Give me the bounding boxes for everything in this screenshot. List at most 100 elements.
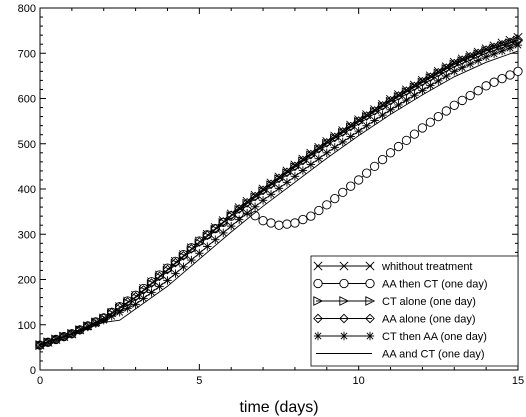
data-point [346, 122, 356, 133]
data-point [394, 100, 403, 110]
data-point [258, 186, 269, 197]
x-tick-label: 10 [353, 375, 365, 387]
data-point [115, 308, 124, 317]
data-point [393, 91, 404, 102]
legend-marker [339, 278, 349, 289]
data-point [146, 278, 157, 288]
y-axis: 0 100 200 300 400 500 600 700 800 [18, 3, 518, 377]
data-point [473, 86, 483, 96]
data-point [234, 204, 245, 214]
x-axis-label: time (days) [239, 399, 318, 416]
data-point [450, 67, 459, 76]
data-point [258, 185, 268, 196]
data-point [163, 276, 172, 285]
data-point [107, 312, 116, 321]
data-point [385, 95, 396, 106]
data-point [290, 218, 300, 228]
data-point [179, 262, 188, 272]
y-tick-label: 600 [18, 94, 36, 106]
data-point [250, 192, 261, 203]
data-point [306, 150, 317, 161]
data-point [337, 127, 348, 137]
data-point [298, 214, 308, 225]
data-point [266, 180, 277, 191]
x-axis: 0 5 10 15 [37, 8, 524, 387]
x-tick-label: 15 [512, 375, 524, 387]
legend-label: CT then AA (one day) [382, 331, 487, 343]
data-point [298, 166, 308, 175]
y-tick-label: 300 [18, 229, 36, 241]
data-point [338, 127, 348, 138]
data-point [401, 86, 412, 97]
data-point [178, 251, 189, 262]
data-point [441, 106, 451, 116]
series-5 [39, 50, 519, 346]
data-point [417, 76, 428, 87]
data-point [377, 154, 388, 165]
data-point [282, 167, 292, 178]
data-point [401, 87, 412, 98]
data-point [258, 196, 268, 205]
data-point [330, 133, 340, 144]
data-point [123, 304, 132, 313]
data-point [361, 168, 372, 178]
data-point [441, 64, 452, 75]
legend-marker [365, 296, 376, 306]
data-point [282, 168, 293, 179]
data-point [378, 110, 387, 120]
data-point [354, 175, 364, 185]
data-point [203, 242, 212, 251]
data-point [266, 179, 276, 190]
data-point [338, 137, 347, 147]
data-point [266, 218, 276, 228]
data-point [402, 95, 411, 105]
data-point [369, 106, 380, 116]
y-tick-label: 100 [18, 320, 36, 332]
data-point [314, 144, 325, 155]
data-point [449, 59, 460, 70]
legend-label: AA alone (one day) [382, 314, 476, 326]
legend-marker [365, 331, 375, 341]
data-point [290, 172, 300, 181]
data-point [434, 76, 443, 86]
data-point [202, 231, 213, 242]
series-3 [35, 34, 523, 350]
legend-marker [365, 278, 375, 289]
data-point [226, 210, 237, 221]
data-point [210, 224, 221, 235]
data-point [346, 181, 356, 191]
data-point [250, 191, 260, 202]
data-point [234, 204, 245, 215]
data-point [258, 216, 268, 226]
legend-label: AA and CT (one day) [382, 349, 485, 361]
data-point [274, 184, 284, 193]
data-point [171, 269, 180, 278]
legend-label: AA then CT (one day) [382, 279, 488, 291]
data-point [187, 255, 196, 265]
data-point [138, 285, 149, 296]
legend-marker [313, 296, 324, 306]
data-point [393, 141, 404, 152]
data-point [505, 70, 515, 80]
data-point [362, 121, 371, 130]
series-4 [35, 40, 523, 350]
data-point [442, 71, 451, 81]
data-point [338, 187, 348, 198]
data-point [218, 218, 229, 228]
data-point [481, 52, 491, 62]
data-point [489, 49, 499, 59]
data-point [409, 129, 420, 139]
data-point [274, 174, 285, 185]
data-point [457, 56, 468, 67]
data-point [146, 279, 157, 289]
data-point [139, 294, 148, 303]
data-point [433, 111, 443, 122]
legend-marker [339, 313, 349, 324]
data-point [386, 105, 395, 115]
data-point [489, 77, 499, 87]
data-point [385, 148, 396, 158]
legend-marker [313, 331, 323, 341]
legend-label: whithout treatment [381, 261, 473, 273]
data-point [162, 264, 173, 275]
data-point [369, 106, 380, 117]
